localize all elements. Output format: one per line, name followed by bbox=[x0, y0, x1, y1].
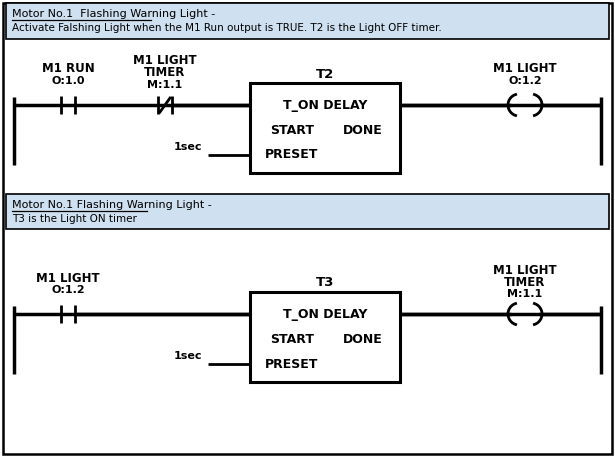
Text: DONE: DONE bbox=[343, 333, 383, 346]
Text: M1 RUN: M1 RUN bbox=[42, 63, 94, 75]
Bar bbox=[250, 292, 400, 382]
Text: O:1.0: O:1.0 bbox=[51, 76, 85, 86]
Bar bbox=[250, 83, 400, 173]
Text: START: START bbox=[270, 333, 314, 346]
Bar bbox=[6, 194, 609, 229]
Text: O:1.2: O:1.2 bbox=[508, 76, 542, 86]
Text: T_ON DELAY: T_ON DELAY bbox=[283, 99, 367, 112]
Text: DONE: DONE bbox=[343, 124, 383, 137]
Text: M1 LIGHT: M1 LIGHT bbox=[36, 271, 100, 285]
Text: Motor No.1 Flashing Warning Light -: Motor No.1 Flashing Warning Light - bbox=[12, 200, 212, 210]
Text: T3 is the Light ON timer: T3 is the Light ON timer bbox=[12, 214, 137, 224]
Text: PRESET: PRESET bbox=[265, 357, 319, 371]
Text: START: START bbox=[270, 124, 314, 137]
Text: Motor No.1  Flashing Warning Light -: Motor No.1 Flashing Warning Light - bbox=[12, 9, 215, 19]
Text: M:1.1: M:1.1 bbox=[148, 80, 183, 90]
Text: M1 LIGHT: M1 LIGHT bbox=[133, 54, 197, 68]
Text: M1 LIGHT: M1 LIGHT bbox=[493, 63, 557, 75]
Text: Activate Falshing Light when the M1 Run output is TRUE. T2 is the Light OFF time: Activate Falshing Light when the M1 Run … bbox=[12, 23, 442, 33]
Text: 1sec: 1sec bbox=[173, 142, 202, 152]
Text: T2: T2 bbox=[316, 68, 334, 80]
Text: TIMER: TIMER bbox=[504, 276, 546, 288]
Text: T3: T3 bbox=[316, 276, 334, 289]
Text: O:1.2: O:1.2 bbox=[51, 285, 85, 295]
Bar bbox=[6, 3, 609, 39]
Text: 1sec: 1sec bbox=[173, 351, 202, 361]
Text: M1 LIGHT: M1 LIGHT bbox=[493, 264, 557, 276]
Text: M:1.1: M:1.1 bbox=[507, 289, 542, 299]
Text: T_ON DELAY: T_ON DELAY bbox=[283, 308, 367, 321]
Text: TIMER: TIMER bbox=[145, 67, 186, 80]
Text: PRESET: PRESET bbox=[265, 149, 319, 161]
